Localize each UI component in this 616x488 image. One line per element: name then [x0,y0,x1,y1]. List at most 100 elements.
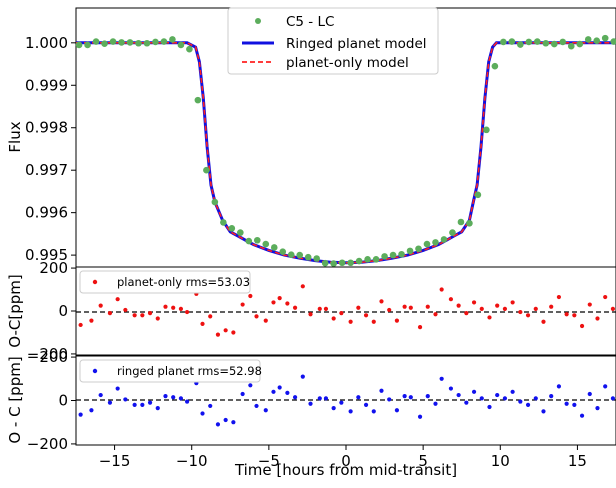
light-curve-point [270,244,278,251]
residuals-planet-only-point [223,328,228,333]
residuals-planet-only-y-tick-label: −200 [27,345,68,363]
residuals-ringed-point [425,394,430,399]
residuals-ringed-points [78,374,616,427]
residuals-ringed-y-tick-label: −200 [27,435,68,453]
light-curve-point [321,259,329,267]
residuals-ringed-point [277,385,282,390]
residuals-ringed-point [107,400,113,405]
residuals-planet-only-point [356,305,361,310]
residuals-planet-only-point [408,305,413,310]
light-curve-point [186,45,193,53]
residuals-ringed-y-tick-label: −200 [27,348,68,366]
light-curve-point [152,38,159,46]
legend-marker-data [255,18,261,24]
time-x-tick-label: 10 [491,452,510,470]
light-curve-y-ticks: 0.995 0.996 0.997 0.998 0.999 1.000 [25,34,76,264]
residuals-ringed-point [408,395,413,400]
residuals-planet-only-point [132,313,137,318]
residuals-planet-only-point [331,316,336,321]
residuals-planet-only-point [89,318,94,323]
residuals-ringed-point [448,386,454,391]
residuals-ringed-point [331,405,336,411]
light-curve-point [567,42,575,50]
residuals-ringed-point [254,403,259,409]
light-curve-point [355,257,363,265]
light-curve-point [169,36,176,43]
residuals-ringed-point [184,399,190,404]
light-curve-point [109,38,117,45]
residuals-ringed-point [163,394,168,399]
light-curve-point [287,251,295,258]
residuals-ringed-point [223,417,228,423]
time-x-axis-label: Time [hours from mid-transit] [234,461,457,479]
residuals-ringed-point [240,391,245,397]
light-curve-point [253,236,261,244]
time-x-tick-label: 15 [568,452,587,470]
residuals-planet-only-point [518,309,523,315]
residuals-ringed-point [456,392,461,398]
residuals-ringed-point [387,397,392,402]
residuals-planet-only-point [339,311,344,316]
light-curve-y-tick-label: 1.000 [25,34,68,52]
light-curve-point [610,38,616,45]
light-curve-point [364,256,371,263]
residuals-ringed-point [510,389,515,394]
residuals-ringed-point [479,396,484,401]
residuals-planet-only-point [579,323,585,329]
light-curve-point [601,34,609,42]
legend-label-ringed: Ringed planet model [286,36,427,52]
residuals-planet-only-point [292,305,298,310]
light-curve-y-tick-label: 0.999 [25,76,68,94]
residuals-planet-only-point [263,318,268,323]
residuals-planet-only-point [556,294,562,300]
residuals-ringed-point [308,401,313,406]
light-curve-point [559,38,567,46]
light-curve-y-tick-label: 0.995 [25,246,68,264]
residuals-ringed-point [155,405,160,411]
light-curve-point [347,259,354,267]
light-curve-y-axis-label: Flux [6,121,24,152]
residuals-planet-only-point [448,297,454,302]
light-curve-legend: C5 - LC Ringed planet model planet-only … [227,7,439,75]
light-curve-point [415,245,422,253]
residuals-planet-only-point [549,304,554,309]
residuals-ringed-point [595,405,600,411]
light-curve-point [500,38,507,46]
legend-box [227,7,439,75]
residuals-ringed-point [379,388,384,393]
residuals-ringed-point [89,408,94,413]
residuals-ringed-point [556,384,562,389]
light-curve-point [220,219,227,226]
legend-label-planet-residual: planet-only rms=53.03 [117,275,250,289]
residuals-planet-only-point [402,304,407,309]
residuals-ringed-point [123,397,128,402]
residuals-planet-only-point [147,311,153,316]
residuals-planet-only-point [479,306,484,311]
residuals-planet-only-point [115,297,120,302]
residuals-planet-only-point [363,313,369,318]
light-curve-point [517,41,524,48]
residuals-ringed-point [518,399,523,404]
residuals-ringed-point [549,394,554,399]
residuals-planet-only-point [464,311,469,316]
residuals-planet-only-point [510,300,515,305]
residuals-planet-only-point [215,332,221,337]
residuals-ringed-point [487,404,492,410]
light-curve-point [118,39,125,46]
residuals-planet-only-point [502,306,508,311]
residuals-ringed-point [541,409,546,414]
residuals-ringed-point [363,402,369,407]
residuals-ringed-point [610,396,616,401]
light-curve-point [279,248,287,256]
residuals-ringed-point [317,396,322,401]
residuals-ringed-point [533,396,538,401]
light-curve-point [84,41,91,49]
light-curve-y-tick-label: 0.996 [25,204,68,222]
light-curve-point [135,39,142,47]
light-curve-points [75,34,616,267]
residuals-planet-only-point [98,303,103,308]
residuals-planet-only-point [425,304,430,309]
residuals-planet-only-point [417,324,423,330]
residuals-ringed-point [579,413,585,418]
light-curve-point [423,240,431,248]
